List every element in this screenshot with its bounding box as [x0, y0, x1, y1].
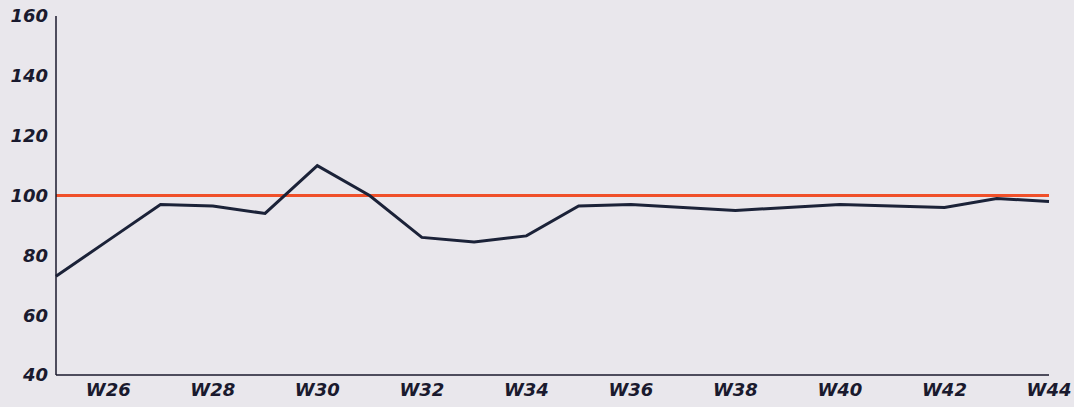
svg-text:W28: W28 — [190, 379, 235, 400]
svg-text:60: 60 — [23, 305, 48, 326]
svg-text:40: 40 — [22, 364, 48, 385]
svg-text:140: 140 — [10, 65, 48, 86]
svg-text:W26: W26 — [86, 379, 131, 400]
svg-text:W30: W30 — [295, 379, 340, 400]
svg-text:W40: W40 — [817, 379, 862, 400]
svg-text:W32: W32 — [399, 379, 444, 400]
svg-text:W34: W34 — [504, 379, 549, 400]
svg-text:80: 80 — [23, 245, 48, 266]
svg-text:120: 120 — [10, 125, 48, 146]
svg-text:160: 160 — [10, 5, 48, 26]
svg-text:W44: W44 — [1027, 379, 1072, 400]
svg-text:W42: W42 — [922, 379, 967, 400]
svg-text:W36: W36 — [608, 379, 653, 400]
svg-text:W38: W38 — [713, 379, 758, 400]
svg-text:100: 100 — [10, 185, 48, 206]
